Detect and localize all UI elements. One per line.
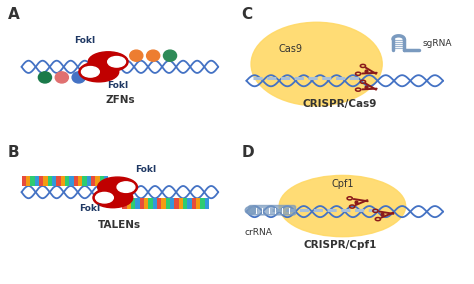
Bar [205,198,209,208]
Ellipse shape [98,177,137,197]
Bar [187,198,191,208]
Bar [35,176,39,186]
Bar [104,176,108,186]
Text: D: D [242,145,255,160]
Text: crRNA: crRNA [244,228,272,237]
Ellipse shape [130,50,143,61]
Ellipse shape [251,22,382,106]
Bar [21,176,26,186]
Bar [191,198,196,208]
Bar [161,198,165,208]
Bar [26,176,30,186]
Bar [100,176,104,186]
Bar [122,198,127,208]
Bar [183,198,187,208]
Text: FokI: FokI [79,204,100,213]
Text: Cas9: Cas9 [279,43,303,53]
Text: CRISPR/Cpf1: CRISPR/Cpf1 [303,240,377,250]
Bar [78,176,82,186]
Bar [179,198,183,208]
Bar [157,198,161,208]
Bar [153,198,157,208]
Bar [174,198,179,208]
Ellipse shape [96,192,113,203]
Text: TALENs: TALENs [98,220,141,230]
Bar [82,176,87,186]
Bar [127,198,131,208]
Bar [69,176,73,186]
Ellipse shape [88,52,128,72]
Bar [165,198,170,208]
Bar [47,176,52,186]
Ellipse shape [146,50,160,61]
Text: B: B [8,145,19,160]
Bar [61,176,65,186]
Bar [170,198,174,208]
Ellipse shape [72,72,85,83]
Ellipse shape [117,182,135,192]
Bar [91,176,95,186]
Text: Cpf1: Cpf1 [331,179,354,189]
Ellipse shape [55,72,68,83]
Bar [30,176,35,186]
FancyBboxPatch shape [249,206,296,215]
Text: ZFNs: ZFNs [105,95,135,105]
Bar [52,176,56,186]
Text: C: C [242,7,253,22]
Ellipse shape [108,57,126,67]
Bar [200,198,205,208]
Bar [43,176,47,186]
Bar [131,198,135,208]
Ellipse shape [164,50,177,61]
Text: FokI: FokI [107,81,128,90]
Bar [39,176,43,186]
Bar [144,198,148,208]
Bar [95,176,100,186]
Bar [196,198,200,208]
Bar [148,198,153,208]
Ellipse shape [79,62,118,82]
Ellipse shape [82,66,99,77]
Text: A: A [8,7,19,22]
Bar [87,176,91,186]
Text: FokI: FokI [74,36,95,45]
Ellipse shape [279,176,406,237]
Text: FokI: FokI [135,165,156,174]
Ellipse shape [38,72,52,83]
Bar [56,176,61,186]
Bar [65,176,69,186]
Text: CRISPR/Cas9: CRISPR/Cas9 [303,99,377,109]
Bar [139,198,144,208]
Ellipse shape [245,206,257,214]
Bar [135,198,139,208]
Ellipse shape [93,188,133,208]
Bar [73,176,78,186]
Text: sgRNA: sgRNA [422,39,452,48]
